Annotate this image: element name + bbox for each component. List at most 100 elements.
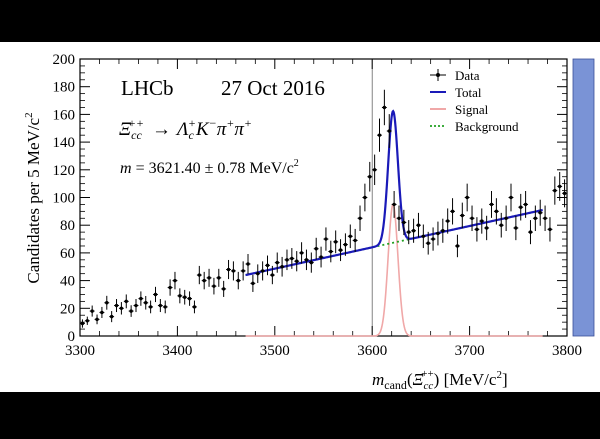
legend-label: Total [455, 85, 482, 100]
data-point [425, 231, 431, 255]
data-point [411, 218, 417, 243]
y-tick-label: 60 [60, 246, 75, 262]
x-tick-label: 3500 [260, 343, 290, 359]
data-point [216, 268, 222, 287]
data-point [274, 252, 280, 273]
data-point [172, 271, 178, 290]
y-tick-label: 200 [53, 52, 76, 68]
data-point [498, 212, 504, 238]
data-point [552, 176, 558, 205]
decay-formula: Ξcc++ → Λc+K−π+π+ [119, 116, 252, 142]
x-axis-label: mcand(Ξcc++) [MeV/c2] [372, 368, 508, 392]
data-point [328, 240, 334, 263]
data-point [537, 199, 543, 226]
x-tick-label: 3800 [552, 343, 582, 359]
data-point [474, 217, 480, 242]
data-point [362, 183, 368, 212]
data-point [221, 280, 227, 297]
data-point [464, 183, 470, 212]
signal-curve [245, 203, 543, 337]
data-point [114, 299, 119, 313]
y-tick-label: 40 [60, 274, 75, 290]
data-point [396, 205, 402, 232]
data-point [289, 248, 295, 269]
data-point [313, 237, 319, 260]
data-point [489, 190, 494, 218]
data-point [430, 227, 436, 251]
data-point [381, 89, 387, 126]
data-point [484, 215, 490, 241]
y-tick-label: 140 [53, 135, 76, 151]
y-tick-label: 120 [53, 163, 76, 179]
data-point [338, 239, 343, 262]
x-tick-label: 3300 [65, 343, 95, 359]
legend-entry-background: Background [430, 119, 519, 134]
data-point [406, 220, 412, 245]
data-point [260, 261, 266, 281]
data-point [230, 261, 236, 281]
data-point [547, 217, 553, 242]
y-tick-label: 100 [53, 191, 76, 207]
data-point [513, 215, 519, 241]
chart-panel: 3300 3400 3500 3600 3700 3800 0 20 40 60 80 100 120 1… [0, 42, 600, 392]
data-point [386, 114, 392, 148]
y-tick-label: 0 [68, 329, 76, 345]
total-fit-curve [245, 109, 543, 277]
y-axis-label: Candidates per 5 MeV/c2 [23, 112, 43, 283]
y-tick-label: 180 [53, 80, 76, 96]
data-point [416, 212, 421, 238]
data-point [518, 193, 524, 221]
x-tick-label: 3700 [455, 343, 485, 359]
data-point [323, 227, 329, 251]
legend-entry-data: Data [430, 68, 480, 83]
data-point [528, 220, 533, 245]
legend-entry-total: Total [430, 85, 482, 100]
data-point [148, 300, 154, 314]
data-point [557, 172, 563, 201]
data-point [80, 319, 85, 328]
data-point [284, 249, 290, 271]
data-point [420, 224, 426, 249]
data-point [196, 265, 202, 285]
data-point [479, 208, 485, 234]
data-point [523, 190, 529, 218]
data-point [192, 300, 197, 314]
data-point [211, 277, 217, 295]
data-points [80, 89, 567, 328]
data-point [265, 255, 270, 276]
data-point [133, 299, 139, 313]
data-point [153, 286, 158, 303]
legend-label: Signal [455, 102, 489, 117]
axis-ticks: 3300 3400 3500 3600 3700 3800 0 20 40 60 80 100 120 1… [53, 52, 583, 359]
data-point [454, 234, 460, 258]
data-point [308, 252, 314, 273]
data-point [143, 295, 149, 310]
data-point [401, 209, 407, 236]
data-point [508, 183, 514, 212]
data-point [299, 242, 305, 264]
data-point [104, 295, 110, 310]
data-point [255, 264, 261, 283]
data-point [245, 254, 251, 274]
mass-result: m = 3621.40 ± 0.78 MeV/c2 [120, 158, 299, 177]
data-point [89, 305, 95, 317]
data-point [440, 218, 446, 243]
data-point [177, 288, 183, 304]
side-color-bar [572, 58, 595, 337]
data-point [450, 198, 455, 225]
data-point [94, 314, 100, 325]
y-tick-label: 160 [53, 107, 76, 123]
data-point [182, 289, 188, 305]
y-tick-label: 80 [60, 218, 75, 234]
data-point [167, 279, 173, 296]
data-point [352, 228, 358, 252]
data-point [469, 205, 475, 232]
data-point [377, 118, 382, 152]
data-point [445, 208, 451, 234]
data-point [357, 205, 363, 232]
data-point [562, 179, 567, 208]
data-point [138, 291, 144, 306]
date-label: 27 Oct 2016 [221, 76, 325, 100]
data-point [269, 265, 275, 285]
data-point [372, 154, 378, 186]
